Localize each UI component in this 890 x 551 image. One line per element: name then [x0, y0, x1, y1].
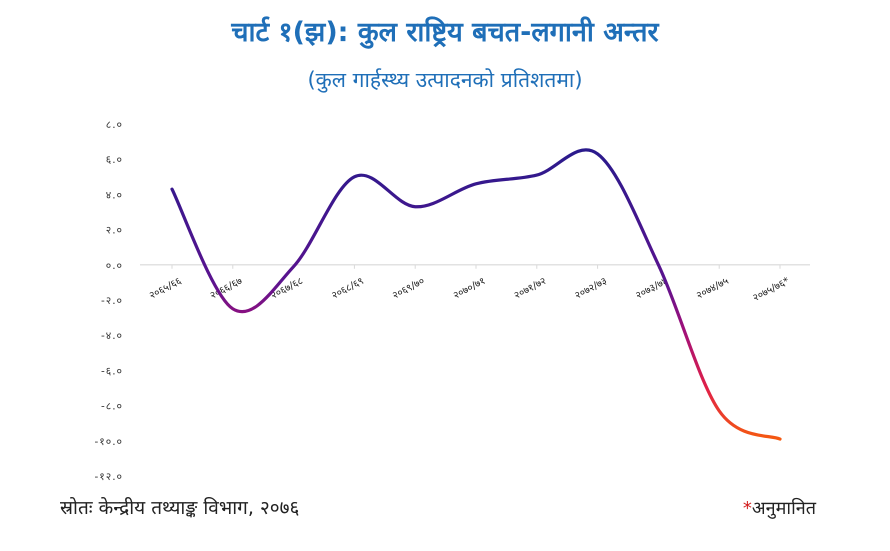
x-tick-label: २०६९/७०	[391, 276, 427, 302]
y-tick-label: ६.०	[106, 154, 123, 166]
footnote-text: अनुमानित	[751, 498, 816, 519]
x-axis: २०६५/६६ २०६६/६७ २०६७/६८ २०६८/६९ २०६९/७० २०७०/…	[148, 264, 791, 304]
y-tick-label: ८.०	[106, 119, 123, 131]
y-tick-label: ४.०	[106, 189, 123, 201]
x-tick-label: २०६५/६६	[148, 276, 184, 302]
x-tick-label: २०७४/७५	[695, 276, 731, 302]
y-tick-label: -६.०	[101, 365, 123, 377]
y-axis: ८.० ६.० ४.० २.० ०.० -२.० -४.० -६.० -८.० -१०.० -१२.…	[94, 119, 123, 483]
chart-subtitle: (कुल गार्हस्थ्य उत्पादनको प्रतिशतमा)	[307, 68, 583, 92]
y-tick-label: -४.०	[101, 330, 123, 342]
series-line	[170, 148, 782, 441]
y-tick-label: -२.०	[101, 295, 123, 307]
footnote: *अनुमानित	[743, 496, 816, 520]
y-tick-label: -१०.०	[94, 436, 123, 448]
x-tick-label: २०६६/६७	[209, 276, 245, 302]
y-tick-label: -८.०	[101, 401, 123, 413]
y-tick-label: -१२.०	[94, 471, 123, 483]
x-tick-label: २०७०/७१	[452, 276, 488, 302]
footnote-marker: *	[742, 498, 752, 519]
x-tick-label: २०६८/६९	[330, 276, 366, 302]
y-tick-label: ०.०	[106, 260, 123, 272]
y-tick-label: २.०	[106, 225, 123, 237]
chart-title: चार्ट १(झ): कुल राष्ट्रिय बचत-लगानी अन्त…	[231, 17, 659, 48]
x-tick-label: २०७५/७६*	[751, 276, 791, 304]
x-tick-label: २०७२/७३	[573, 276, 609, 302]
x-tick-label: २०७१/७२	[513, 276, 549, 302]
source-note: स्रोतः केन्द्रीय तथ्याङ्क विभाग, २०७६	[60, 497, 300, 519]
data-points	[170, 152, 782, 441]
